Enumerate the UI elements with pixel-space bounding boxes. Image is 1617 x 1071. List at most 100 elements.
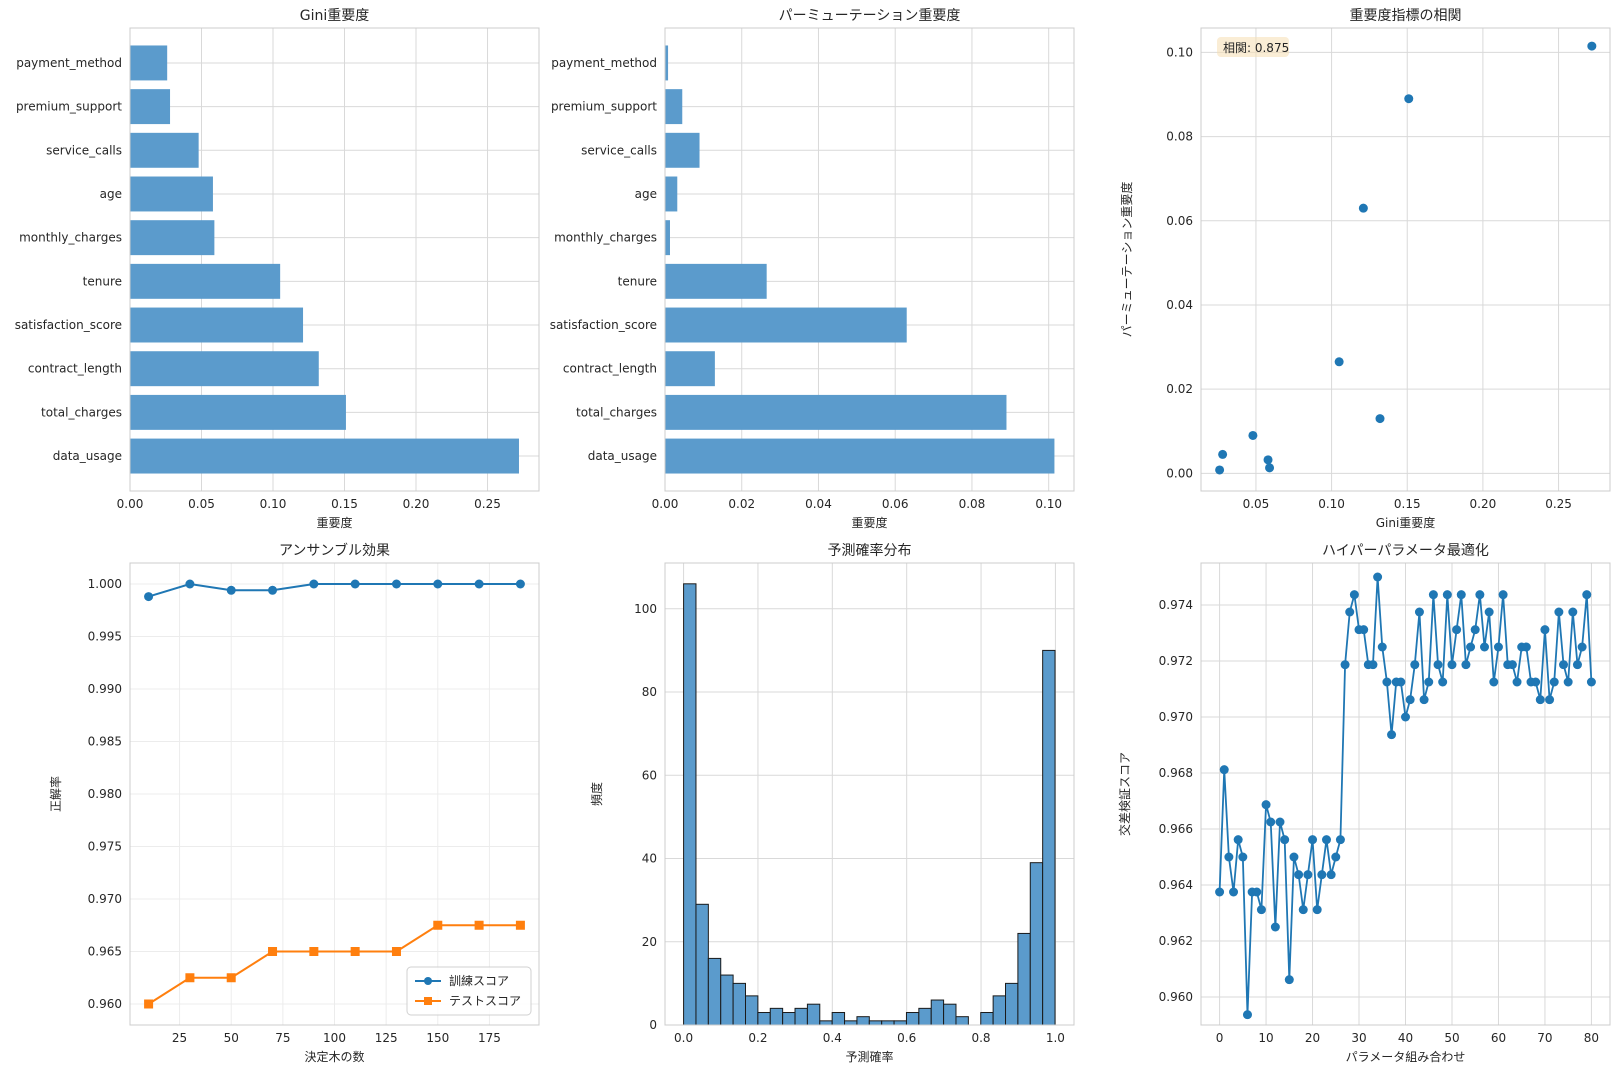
histogram-bar xyxy=(794,1007,808,1026)
scatter-point xyxy=(1215,465,1225,475)
x-tick-label: 0.00 xyxy=(652,497,679,511)
y-tick-label: 0.964 xyxy=(1159,878,1193,892)
data-point xyxy=(1368,660,1378,670)
y-tick-label: 0.02 xyxy=(1166,382,1193,396)
bar-tenure xyxy=(665,263,767,299)
y-tick-label: monthly_charges xyxy=(19,231,122,245)
data-point xyxy=(474,579,484,589)
correlation-annotation: 相関: 0.875 xyxy=(1223,41,1289,55)
bar-premium_support xyxy=(130,89,171,125)
x-tick-label: 0.6 xyxy=(897,1031,916,1045)
y-tick-label: 80 xyxy=(642,685,657,699)
bar-contract_length xyxy=(130,351,319,387)
x-axis-label: パラメータ組み合わせ xyxy=(1346,1049,1466,1064)
data-point xyxy=(1572,660,1582,670)
histogram-bar xyxy=(819,1020,833,1026)
bar-payment_method xyxy=(130,45,168,81)
data-point xyxy=(144,592,154,602)
y-tick-label: 0.965 xyxy=(88,945,122,959)
scatter-point xyxy=(1263,455,1273,465)
y-tick-label: 0.975 xyxy=(88,840,122,854)
x-tick-label: 100 xyxy=(323,1031,346,1045)
chart-title: アンサンブル効果 xyxy=(279,542,390,559)
histogram-bar xyxy=(707,957,722,1026)
scatter-point xyxy=(1375,414,1385,424)
x-tick-label: 0.20 xyxy=(1470,497,1497,511)
histogram-bar xyxy=(831,1012,846,1026)
x-tick-label: 125 xyxy=(375,1031,398,1045)
data-point xyxy=(474,920,484,930)
data-point xyxy=(1289,852,1299,862)
plot-frame xyxy=(1200,27,1611,492)
data-point xyxy=(1387,730,1397,740)
data-point xyxy=(1507,660,1517,670)
data-point xyxy=(1266,817,1276,827)
scatter-point xyxy=(1218,449,1228,459)
data-point xyxy=(226,585,236,595)
data-point xyxy=(515,920,525,930)
x-tick-label: 0.00 xyxy=(117,497,144,511)
data-point xyxy=(1531,677,1541,687)
y-tick-label: service_calls xyxy=(581,143,657,157)
x-tick-label: 25 xyxy=(172,1031,187,1045)
data-point xyxy=(1405,695,1415,705)
y-tick-label: 0.10 xyxy=(1166,45,1193,59)
data-point xyxy=(1303,870,1313,880)
data-point xyxy=(1349,590,1359,600)
data-point xyxy=(1447,660,1457,670)
data-point xyxy=(1559,660,1569,670)
data-point xyxy=(1466,642,1476,652)
data-point xyxy=(433,920,443,930)
chart-title: Gini重要度 xyxy=(300,8,370,24)
bar-premium_support xyxy=(665,89,683,125)
data-point xyxy=(144,999,154,1009)
data-point xyxy=(1452,625,1462,635)
data-point xyxy=(391,947,401,956)
histogram-bar xyxy=(943,1003,957,1026)
y-tick-label: 0 xyxy=(649,1018,657,1032)
data-point xyxy=(1233,835,1243,845)
histogram-bar xyxy=(980,1012,994,1026)
data-point xyxy=(1270,922,1280,932)
x-tick-label: 70 xyxy=(1537,1031,1552,1045)
data-point xyxy=(1215,887,1225,897)
data-point xyxy=(1321,835,1331,845)
bar-payment_method xyxy=(665,45,669,81)
data-point xyxy=(1489,677,1499,687)
y-tick-label: satisfaction_score xyxy=(550,318,657,332)
chart-title: ハイパーパラメータ最適化 xyxy=(1322,542,1489,559)
data-point xyxy=(1563,677,1573,687)
x-tick-label: 0.10 xyxy=(1035,497,1062,511)
chart-gini-importance: 0.00 0.05 0.10 0.15 0.20 0.25 data_usage total_… xyxy=(15,8,540,530)
annotation-box xyxy=(1217,37,1289,57)
y-tick-label: 0.970 xyxy=(1159,710,1193,724)
data-point xyxy=(1410,660,1420,670)
histogram-bar xyxy=(868,1020,883,1026)
x-tick-label: 175 xyxy=(478,1031,501,1045)
x-axis-label: 予測確率 xyxy=(845,1049,893,1064)
y-tick-label: 1.000 xyxy=(88,577,122,591)
bar-service_calls xyxy=(665,132,700,168)
y-tick-label: 0.00 xyxy=(1166,466,1193,480)
scatter-point xyxy=(1358,203,1368,213)
series-line-test xyxy=(148,924,521,1005)
bar-data_usage xyxy=(665,438,1055,474)
histogram-bar xyxy=(782,1012,796,1026)
bar-tenure xyxy=(130,263,281,299)
chart-title: パーミューテーション重要度 xyxy=(779,8,961,24)
scatter-point xyxy=(1265,463,1275,473)
bar-total_charges xyxy=(665,394,1007,430)
data-point xyxy=(1340,660,1350,670)
data-point xyxy=(1586,677,1596,687)
histogram-bar xyxy=(1029,862,1044,1026)
y-tick-label: data_usage xyxy=(588,449,657,463)
x-tick-label: 0.15 xyxy=(331,497,358,511)
x-tick-label: 0.20 xyxy=(403,497,430,511)
scatter-point xyxy=(1587,41,1597,51)
x-tick-label: 60 xyxy=(1491,1031,1506,1045)
bar-monthly_charges xyxy=(665,220,670,256)
chart-permutation-importance: 0.00 0.02 0.04 0.06 0.08 0.10 data_usage total_… xyxy=(550,8,1075,530)
data-point xyxy=(309,947,319,956)
histogram-bar xyxy=(955,1016,969,1026)
